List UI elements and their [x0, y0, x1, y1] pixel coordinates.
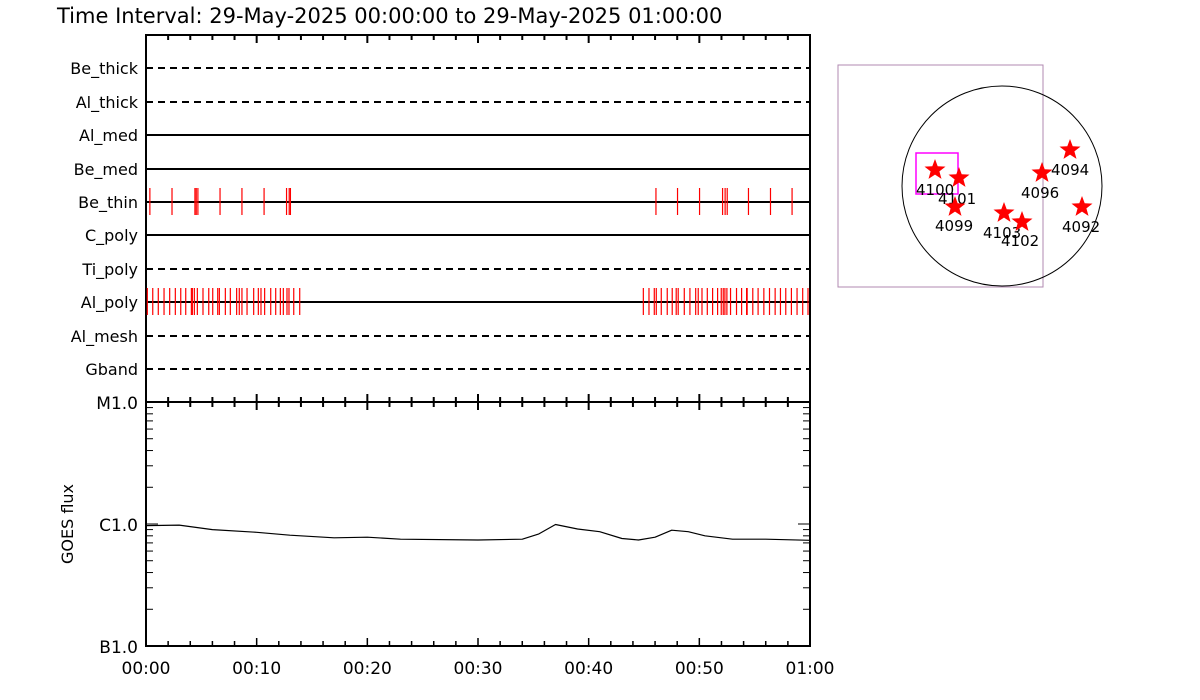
- solar-disk: [901, 85, 1103, 287]
- active-region-label: 4099: [935, 217, 973, 235]
- goes-panel-frame: [145, 401, 811, 647]
- channel-label-be_thin: Be_thin: [78, 193, 138, 213]
- x-tick-label: 00:20: [343, 659, 392, 679]
- active-region-star-icon: [993, 202, 1015, 222]
- active-region-star-icon: [944, 196, 966, 216]
- active-region-label: 4102: [1001, 232, 1039, 250]
- channel-label-al_thick: Al_thick: [76, 93, 139, 113]
- channel-label-al_poly: Al_poly: [81, 293, 138, 313]
- y-tick-label: M1.0: [96, 394, 138, 414]
- filter-event-panel: Be_thick Al_thick Al_med Be_med Be_thin C_pol…: [70, 34, 811, 403]
- active-region-label: 4100: [916, 181, 954, 199]
- active-region-star-icon: [924, 159, 946, 179]
- active-region-label: 4092: [1062, 218, 1100, 236]
- x-tick-label: 00:50: [675, 659, 724, 679]
- x-tick-label: 00:40: [564, 659, 613, 679]
- x-tick-label: 00:10: [232, 659, 281, 679]
- active-region-label: 4103: [983, 224, 1021, 242]
- channel-label-c_poly: C_poly: [85, 226, 138, 246]
- x-tick-label: 00:00: [122, 659, 171, 679]
- active-region-star-icon: [948, 167, 970, 187]
- y-axis-label: GOES flux: [58, 484, 77, 564]
- x-tick-label: 01:00: [786, 659, 835, 679]
- active-region-label: 4094: [1051, 161, 1089, 179]
- channel-label-gband: Gband: [85, 360, 138, 379]
- channel-label-al_mesh: Al_mesh: [71, 327, 138, 347]
- channel-label-be_med: Be_med: [74, 160, 138, 180]
- active-region-label: 4096: [1021, 184, 1059, 202]
- y-tick-label: C1.0: [99, 516, 138, 536]
- active-region-star-icon: [1031, 162, 1053, 182]
- channel-label-al_med: Al_med: [79, 126, 138, 146]
- channel-label-be_thick: Be_thick: [70, 59, 138, 79]
- active-region-star-icon: [1011, 211, 1033, 231]
- y-tick-label: B1.0: [99, 638, 138, 658]
- channel-label-ti_poly: Ti_poly: [81, 260, 138, 280]
- active-region-star-icon: [1071, 196, 1093, 216]
- top-panel-frame: [145, 34, 811, 403]
- goes-flux-panel: 00:00 00:10 00:20 00:30 00:40 00:50 01:00 B1.0 C…: [58, 394, 835, 679]
- x-tick-label: 00:30: [454, 659, 503, 679]
- title: Time Interval: 29-May-2025 00:00:00 to 2…: [56, 4, 722, 28]
- goes-flux-line: [145, 523, 811, 541]
- active-region-star-icon: [1059, 139, 1081, 159]
